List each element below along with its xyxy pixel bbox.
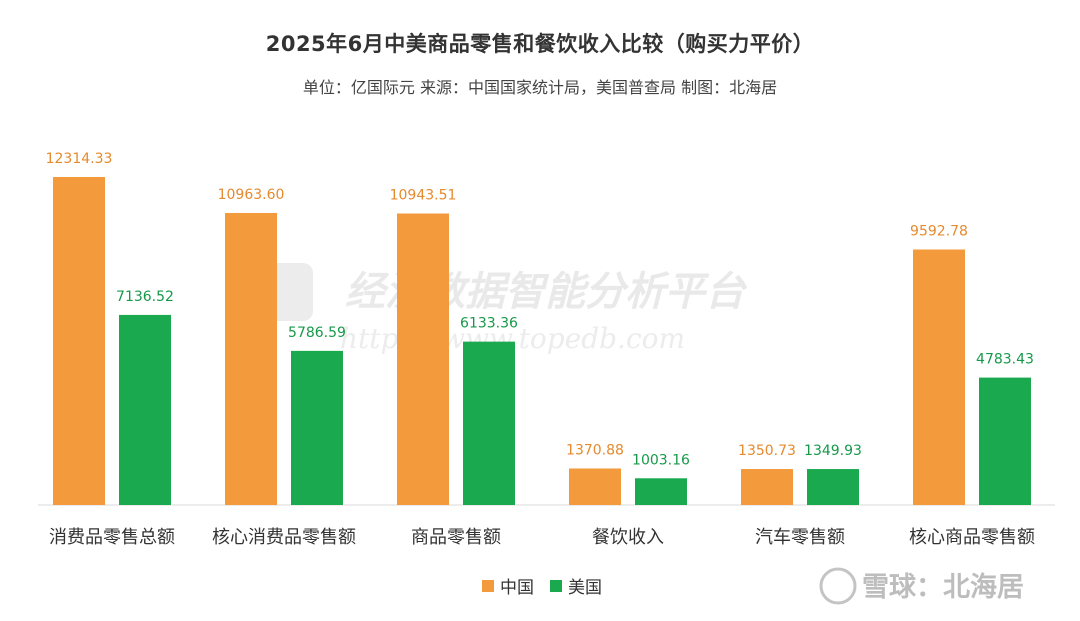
data-label-china-1: 10963.60 (218, 187, 285, 203)
data-label-china-4: 1350.73 (738, 443, 796, 459)
xueqiu-watermark: 雪球：北海居 (819, 567, 1024, 605)
chart-title: 2025年6月中美商品零售和餐饮收入比较（购买力平价） (265, 32, 815, 56)
x-tick-label-5: 核心商品零售额 (909, 527, 1035, 548)
x-tick-label-1: 核心消费品零售额 (212, 527, 356, 548)
chart-subtitle: 单位：亿国际元 来源：中国国家统计局，美国普查局 制图：北海居 (302, 78, 778, 97)
bar-usa-1 (291, 350, 343, 505)
bar-usa-0 (119, 314, 171, 505)
xueqiu-watermark-text: 雪球：北海居 (862, 572, 1024, 603)
bar-china-1 (225, 212, 277, 506)
data-label-usa-1: 5786.59 (288, 325, 346, 341)
data-label-china-5: 9592.78 (910, 223, 968, 239)
bar-china-5 (913, 249, 965, 505)
data-label-usa-2: 6133.36 (460, 316, 518, 332)
bars-group: 12314.33 7136.52 10963.60 5786.59 10943.51 61… (46, 151, 1034, 506)
x-tick-label-3: 餐饮收入 (592, 527, 664, 548)
x-tick-label-2: 商品零售额 (411, 527, 501, 548)
data-label-china-3: 1370.88 (566, 442, 624, 458)
bar-usa-2 (463, 341, 515, 505)
legend-label-usa: 美国 (568, 578, 602, 598)
legend-label-china: 中国 (500, 578, 534, 598)
data-label-usa-4: 1349.93 (804, 443, 862, 459)
legend-swatch-china (482, 580, 494, 592)
x-tick-label-4: 汽车零售额 (755, 527, 845, 548)
bar-china-3 (569, 468, 621, 505)
bar-usa-3 (635, 478, 687, 505)
legend: 中国 美国 (482, 578, 602, 598)
bar-china-2 (397, 213, 449, 505)
data-label-usa-5: 4783.43 (976, 352, 1034, 368)
data-label-usa-0: 7136.52 (116, 289, 174, 305)
x-axis-labels: 消费品零售总额 核心消费品零售额 商品零售额 餐饮收入 汽车零售额 核心商品零售额 (49, 527, 1035, 548)
bar-usa-5 (979, 377, 1031, 505)
data-label-china-0: 12314.33 (46, 151, 113, 167)
bar-china-0 (53, 177, 105, 505)
xueqiu-logo-icon (819, 567, 857, 605)
x-tick-label-0: 消费品零售总额 (49, 527, 175, 548)
watermark: 经济数据智能分析平台 https://www.topedb.com (255, 263, 748, 355)
bar-usa-4 (807, 469, 859, 505)
data-label-usa-3: 1003.16 (632, 452, 690, 468)
data-label-china-2: 10943.51 (390, 188, 457, 204)
legend-swatch-usa (550, 580, 562, 592)
bar-china-4 (741, 469, 793, 505)
